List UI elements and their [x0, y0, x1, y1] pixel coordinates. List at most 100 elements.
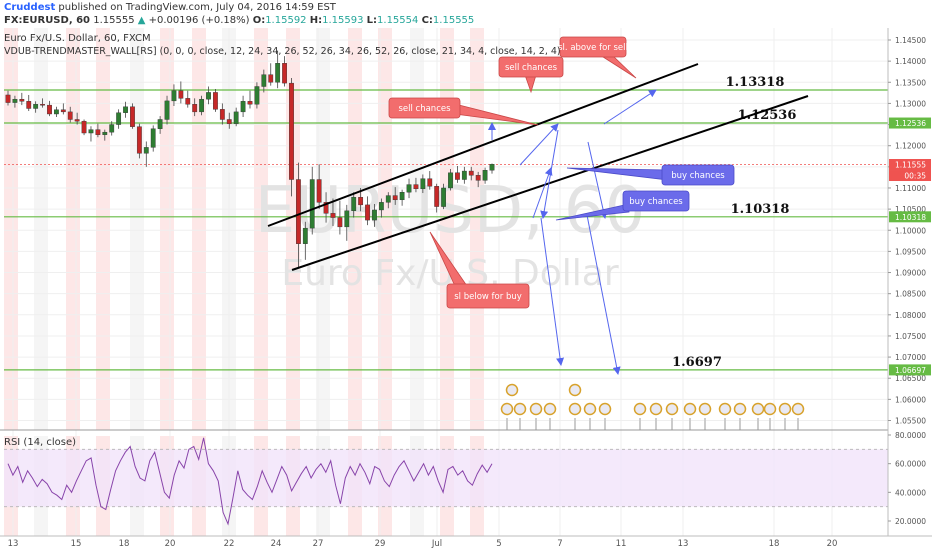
candle-body	[67, 111, 73, 120]
event-stub	[689, 418, 691, 430]
price-tick-label: 1.08000	[895, 311, 926, 320]
event-stub	[739, 418, 741, 430]
event-flag-icon	[598, 402, 612, 416]
candle-body	[157, 119, 163, 129]
time-tick-label: 7	[557, 539, 562, 549]
event-stub	[519, 418, 521, 430]
session-stripe	[254, 28, 268, 430]
price-tick-label: 1.14000	[895, 57, 926, 66]
event-flag-icon	[633, 402, 647, 416]
direction-arrow	[587, 141, 608, 219]
price-badge-label: 1.10318	[895, 213, 926, 222]
candle-body	[5, 94, 11, 103]
candle-body	[358, 197, 364, 206]
event-stub	[535, 418, 537, 430]
instrument-legend[interactable]: Euro Fx/U.S. Dollar, 60, FXCM	[4, 33, 151, 44]
candle-body	[54, 109, 59, 115]
up-triangle-icon: ▲	[137, 15, 146, 26]
time-tick-label: 5	[496, 539, 501, 549]
candle-body	[344, 210, 350, 228]
event-flag-icon	[733, 402, 747, 416]
candle-body	[40, 104, 45, 106]
callout-label: buy chances	[629, 197, 683, 207]
time-tick-label: 13	[678, 539, 689, 549]
price-change: +0.00196 (+0.18%)	[148, 15, 250, 26]
event-stub	[769, 418, 771, 430]
candle-body	[413, 184, 419, 190]
event-flag-icon	[505, 383, 519, 397]
time-tick-label: 20	[827, 539, 838, 549]
candle-body	[206, 92, 211, 100]
candle-body	[192, 104, 198, 113]
candle-body	[219, 109, 225, 120]
price-tick-label: 1.14500	[895, 36, 926, 45]
event-flag-icon	[529, 402, 543, 416]
candle-body	[95, 129, 101, 135]
high-value: 1.15593	[322, 15, 364, 26]
candle-body	[289, 82, 294, 180]
symbol-name[interactable]: FX:EURUSD, 60	[4, 15, 91, 26]
event-flag-icon	[665, 402, 679, 416]
price-tick-label: 1.10000	[895, 226, 926, 235]
event-stub	[604, 418, 606, 430]
candle-body	[81, 120, 87, 134]
price-scale-bg	[888, 0, 932, 550]
indicator-legend[interactable]: VDUB-TRENDMASTER_WALL[RS] (0, 0, 0, clos…	[4, 46, 561, 57]
event-markers	[500, 383, 805, 430]
price-badge	[889, 117, 931, 129]
callout-sl-below-buy: sl below for buy	[429, 231, 530, 309]
event-flag-icon	[513, 402, 527, 416]
rsi-line	[7, 437, 493, 526]
candle-body	[302, 227, 308, 244]
session-stripe	[348, 28, 362, 430]
candle-body	[33, 104, 39, 109]
candle-body	[226, 119, 232, 124]
candle-body	[309, 179, 315, 229]
event-flag-icon	[583, 402, 597, 416]
candle-body	[261, 74, 267, 87]
candle-body	[171, 90, 177, 102]
low-value: 1.15554	[377, 15, 419, 26]
session-stripe	[4, 28, 18, 430]
candle-body	[150, 128, 156, 148]
event-flag-icon	[763, 402, 777, 416]
candle-body	[109, 124, 115, 133]
candle-body	[19, 98, 25, 102]
time-tick-label: 11	[616, 539, 627, 549]
candle-body	[337, 217, 343, 228]
callout-label: sell chances	[505, 63, 558, 73]
candle-body	[420, 178, 426, 190]
candle-body	[47, 104, 52, 115]
candle-body	[88, 129, 94, 134]
open-value: 1.15592	[265, 15, 307, 26]
candle-body	[233, 111, 239, 124]
candle-body	[385, 195, 391, 203]
candle-body	[316, 179, 322, 203]
last-price: 1.15555	[93, 15, 135, 26]
callout-sell-chances-2: sell chances	[388, 97, 539, 126]
close-value: 1.15555	[432, 15, 475, 26]
rsi-legend[interactable]: RSI (14, close)	[4, 437, 77, 448]
event-stub	[589, 418, 591, 430]
time-tick-label: 13	[8, 539, 19, 549]
candle-body	[60, 109, 66, 113]
event-stub	[757, 418, 759, 430]
session-stripe	[34, 28, 48, 430]
author-link[interactable]: Cruddest	[4, 2, 56, 13]
candle-body	[275, 63, 281, 83]
candle-body	[116, 112, 122, 125]
event-stub	[549, 418, 551, 430]
callout-box	[622, 190, 690, 212]
event-flag-icon	[543, 402, 557, 416]
callout-buy-chances-1: buy chances	[566, 164, 735, 186]
price-tick-label: 1.05500	[895, 417, 926, 426]
price-badge-label: 1.11555	[895, 161, 926, 170]
time-tick-label: Jul	[431, 539, 442, 549]
rsi-tick-label: 80.0000	[895, 431, 926, 440]
candle-body	[399, 191, 405, 201]
price-tick-label: 1.08500	[895, 290, 926, 299]
session-stripe	[470, 28, 484, 430]
